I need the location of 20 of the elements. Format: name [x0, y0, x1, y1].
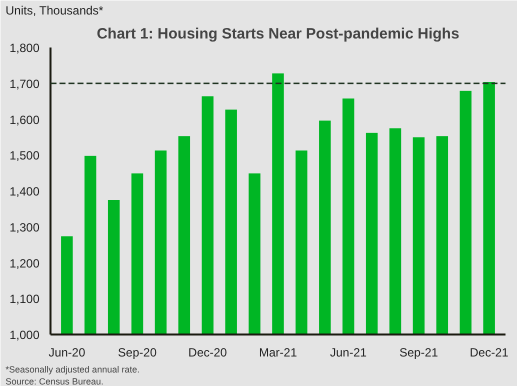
x-tick-label: Sep-20: [118, 346, 157, 360]
x-tick-label: Mar-21: [258, 346, 298, 360]
y-tick-label: 1,400: [9, 184, 40, 198]
y-tick-label: 1,600: [9, 112, 40, 127]
chart-title: Chart 1: Housing Starts Near Post-pandemic Highs: [96, 26, 460, 42]
x-tick-label: Jun-21: [330, 346, 368, 360]
x-tick-label: Sep-21: [399, 346, 438, 360]
source-note: Source: Census Bureau.: [6, 376, 104, 386]
y-tick-label: 1,300: [9, 220, 40, 234]
x-tick-label: Jun-20: [48, 346, 86, 360]
x-tick-label: Dec-21: [470, 346, 509, 360]
text: *Seasonally adjusted annual rate.: [6, 364, 140, 374]
x-tick-label: Dec-20: [188, 346, 228, 360]
y-tick-label: 1,200: [9, 256, 40, 270]
y-tick-label: 1,000: [9, 328, 40, 342]
y-tick-label: 1,100: [9, 292, 40, 306]
y-tick-label: 1,800: [9, 41, 40, 55]
y-tick-label: 1,700: [9, 76, 40, 91]
y-axis-title: Units, Thousands*: [6, 4, 104, 18]
y-tick-label: 1,500: [9, 148, 40, 163]
